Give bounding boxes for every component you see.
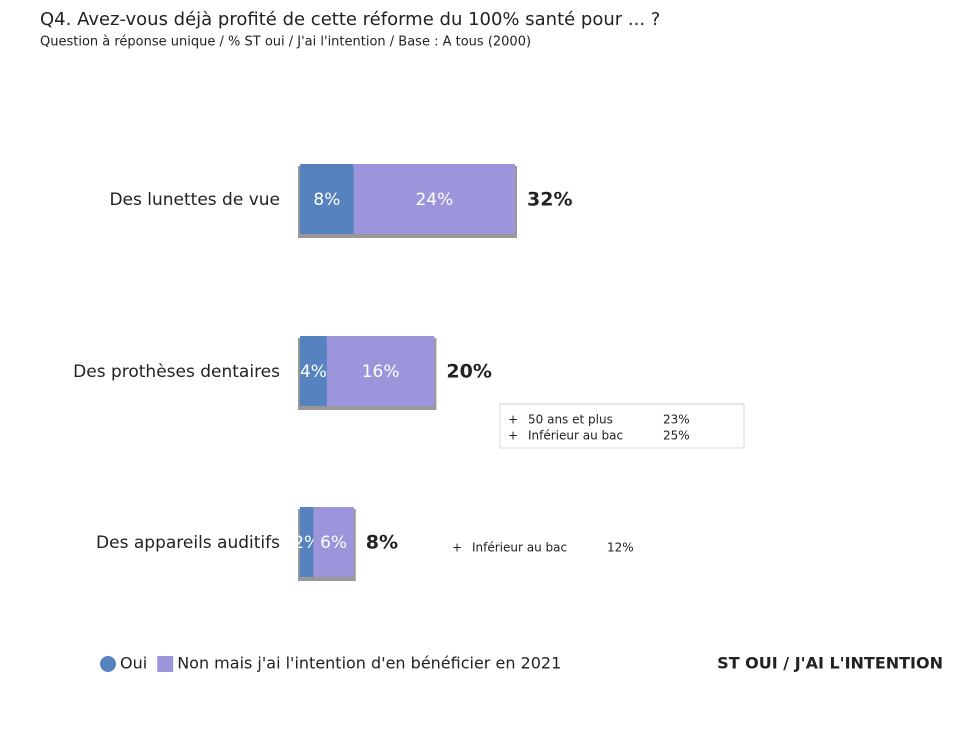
annotation-text: 23%	[663, 413, 690, 427]
annotation-text: +	[452, 541, 462, 555]
segment-label: 16%	[362, 362, 400, 382]
totals-legend: ST OUI / J'AI L'INTENTION	[717, 654, 943, 673]
legend-swatch	[100, 656, 116, 672]
category-label: Des appareils auditifs	[96, 533, 280, 553]
legend-label: Oui	[120, 654, 147, 673]
legend-swatch	[157, 656, 174, 672]
annotation-text: Inférieur au bac	[472, 541, 567, 555]
annotation-text: 50 ans et plus	[528, 413, 613, 427]
total-label: 32%	[527, 189, 572, 211]
segment-label: 8%	[313, 190, 340, 210]
bar-segment	[300, 507, 314, 577]
segment-label: 6%	[320, 533, 347, 553]
bar-segment	[353, 164, 515, 234]
category-label: Des prothèses dentaires	[73, 362, 280, 382]
category-label: Des lunettes de vue	[109, 190, 280, 210]
annotation-box	[499, 403, 745, 449]
bar-segment	[300, 336, 327, 406]
bar-segment	[300, 164, 354, 234]
segment-label: 4%	[300, 362, 327, 382]
annotation-text: Inférieur au bac	[528, 429, 623, 443]
annotation-text: +	[508, 429, 518, 443]
annotation-text: 25%	[663, 429, 690, 443]
total-label: 20%	[446, 361, 491, 383]
total-label: 8%	[366, 532, 398, 554]
chart-subtitle: Question à réponse unique / % ST oui / J…	[40, 35, 531, 50]
bar-segment	[326, 336, 435, 406]
annotation-frame	[499, 403, 745, 449]
annotation-text: +	[508, 413, 518, 427]
legend-label: Non mais j'ai l'intention d'en bénéficie…	[177, 654, 561, 673]
segment-label: 24%	[415, 190, 453, 210]
bar-segment	[313, 507, 354, 577]
annotation-text: 12%	[607, 541, 634, 555]
chart-title: Q4. Avez-vous déjà profité de cette réfo…	[40, 9, 660, 30]
